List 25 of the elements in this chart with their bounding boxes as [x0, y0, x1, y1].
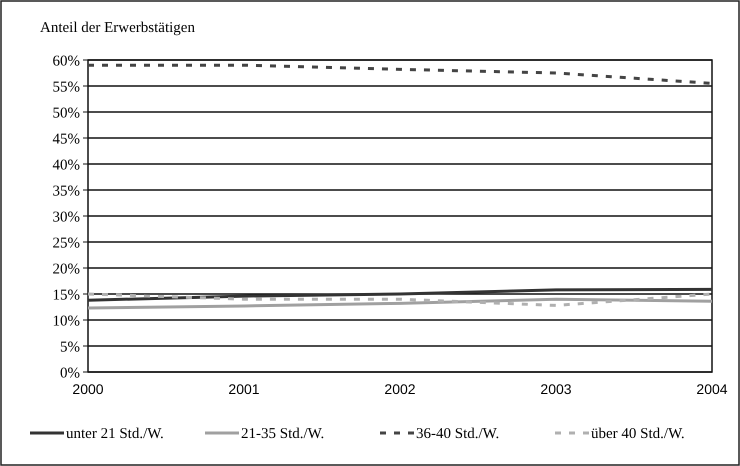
y-tick-label: 5%: [60, 339, 80, 356]
y-tick-label: 15%: [52, 287, 80, 304]
y-tick-label: 50%: [52, 105, 80, 122]
y-tick-label: 20%: [52, 261, 80, 278]
legend-label: 36-40 Std./W.: [416, 426, 500, 442]
y-tick-label: 10%: [52, 313, 80, 330]
legend-label: unter 21 Std./W.: [66, 426, 164, 442]
legend-label: über 40 Std./W.: [591, 426, 685, 442]
legend-label: 21-35 Std./W.: [241, 426, 324, 442]
x-tick-label: 2000: [72, 381, 104, 397]
x-tick-label: 2001: [228, 381, 260, 397]
y-tick-label: 55%: [52, 79, 80, 96]
y-tick-label: 0%: [60, 365, 80, 382]
y-tick-label: 40%: [52, 157, 80, 174]
y-tick-label: 35%: [52, 183, 80, 200]
y-axis-title: Anteil der Erwerbstätigen: [40, 20, 196, 36]
x-tick-label: 2003: [540, 381, 572, 397]
line-series: [86, 288, 714, 302]
x-tick-label: 2004: [696, 381, 728, 397]
x-tick-label: 2002: [384, 381, 416, 397]
y-tick-label: 45%: [52, 131, 80, 148]
y-tick-label: 30%: [52, 209, 80, 226]
y-tick-label: 60%: [52, 53, 80, 70]
line-series: [86, 298, 714, 310]
y-tick-label: 25%: [52, 235, 80, 252]
